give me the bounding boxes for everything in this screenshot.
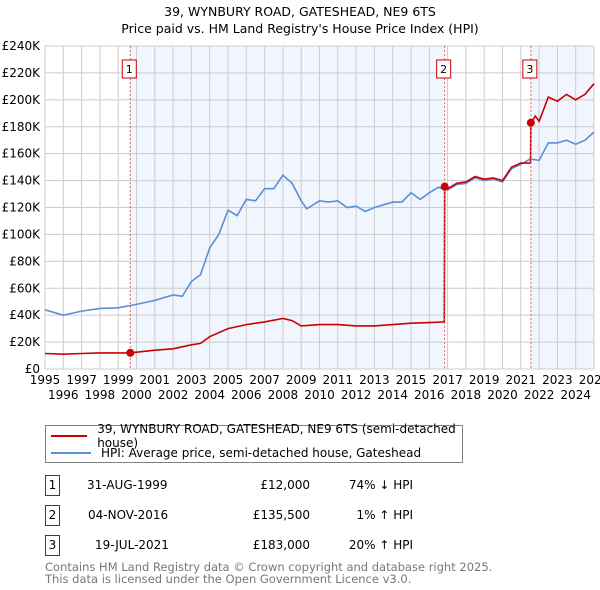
sale-date: 04-NOV-2016 [88, 508, 169, 522]
x-tick-label: 2013 [359, 373, 390, 387]
x-tick-label: 2001 [140, 373, 171, 387]
series-line [44, 83, 595, 356]
legend-label: 39, WYNBURY ROAD, GATESHEAD, NE9 6TS (se… [97, 422, 456, 450]
x-tick-label: 2012 [341, 388, 372, 402]
legend: 39, WYNBURY ROAD, GATESHEAD, NE9 6TS (se… [45, 422, 463, 463]
x-tick-label: 2004 [194, 388, 225, 402]
legend-swatch [51, 435, 88, 437]
sale-label-box [522, 59, 538, 79]
x-tick-label: 1999 [103, 373, 134, 387]
x-tick-label: 2014 [377, 388, 408, 402]
x-tick-label: 2002 [158, 388, 189, 402]
x-tick-label: 2008 [268, 388, 299, 402]
x-tick-label: 2018 [451, 388, 482, 402]
sale-number-badge: 2 [45, 505, 60, 526]
x-tick-label: 2020 [487, 388, 518, 402]
sale-date: 19-JUL-2021 [95, 538, 169, 552]
x-tick-label: 2005 [213, 373, 244, 387]
x-tick-label: 2006 [231, 388, 262, 402]
sale-date: 31-AUG-1999 [87, 478, 168, 492]
legend-label: HPI: Average price, semi-detached house,… [101, 446, 422, 460]
y-tick-label: £0 [25, 362, 40, 376]
price-chart: 39, WYNBURY ROAD, GATESHEAD, NE9 6TS Pri… [2, 4, 600, 402]
x-tick-label: 1998 [85, 388, 116, 402]
sale-point [526, 118, 535, 127]
x-tick-label: 2007 [249, 373, 280, 387]
y-tick-label: £20K [9, 335, 41, 349]
sale-hpi-diff: 20% ↑ HPI [348, 538, 413, 552]
sale-number-badge: 3 [45, 535, 60, 556]
x-tick-label: 2009 [286, 373, 317, 387]
y-tick-label: £220K [2, 66, 42, 80]
footer: Contains HM Land Registry data © Crown c… [45, 561, 492, 585]
x-tick-label: 2023 [542, 373, 573, 387]
x-tick-label: 2000 [121, 388, 152, 402]
x-tick-label: 2017 [432, 373, 463, 387]
sale-number-badge: 1 [45, 475, 60, 496]
series-line [44, 131, 595, 317]
footer-licence: This data is licensed under the Open Gov… [45, 572, 412, 586]
x-tick-label: 2003 [176, 373, 207, 387]
sale-price: £12,000 [260, 478, 310, 492]
x-tick-label: 2024 [560, 388, 591, 402]
y-tick-label: £80K [9, 254, 41, 268]
legend-swatch [51, 452, 91, 454]
y-tick-label: £40K [9, 308, 41, 322]
sale-point [440, 182, 449, 191]
chart-subtitle: Price paid vs. HM Land Registry's House … [121, 21, 478, 36]
y-tick-label: £180K [2, 120, 42, 134]
chart-title: 39, WYNBURY ROAD, GATESHEAD, NE9 6TS [164, 4, 436, 19]
sale-price: £183,000 [252, 538, 310, 552]
footer-copyright: Contains HM Land Registry data © Crown c… [45, 560, 493, 574]
sale-label: 2 [440, 63, 447, 76]
sale-hpi-diff: 74% ↓ HPI [348, 478, 413, 492]
x-tick-label: 2015 [396, 373, 427, 387]
x-tick-label: 1997 [66, 373, 97, 387]
table-row: 3 19-JUL-2021 £183,000 20% ↑ HPI [45, 535, 465, 557]
y-tick-label: £200K [2, 93, 42, 107]
table-row: 2 04-NOV-2016 £135,500 1% ↑ HPI [45, 505, 465, 527]
legend-item-hpi: HPI: Average price, semi-detached house,… [46, 445, 421, 461]
y-tick-label: £140K [2, 174, 42, 188]
sale-hpi-diff: 1% ↑ HPI [356, 508, 413, 522]
x-tick-label: 2011 [323, 373, 354, 387]
sale-price: £135,500 [252, 508, 310, 522]
x-tick-label: 2016 [414, 388, 445, 402]
x-tick-label: 2021 [506, 373, 537, 387]
legend-item-property: 39, WYNBURY ROAD, GATESHEAD, NE9 6TS (se… [46, 422, 462, 450]
y-tick-label: £240K [2, 39, 42, 53]
sale-label: 1 [126, 63, 133, 76]
sale-label-box [436, 59, 452, 79]
sale-point [126, 348, 135, 357]
y-tick-label: £120K [2, 201, 42, 215]
y-tick-label: £60K [9, 281, 41, 295]
x-tick-label: 2010 [304, 388, 335, 402]
sale-label-box [121, 59, 137, 79]
x-tick-label: 2019 [469, 373, 500, 387]
x-tick-label: 2022 [524, 388, 555, 402]
x-tick-label: 2025 [579, 373, 600, 387]
y-tick-label: £100K [2, 227, 42, 241]
sale-label: 3 [526, 63, 533, 76]
table-row: 1 31-AUG-1999 £12,000 74% ↓ HPI [45, 475, 465, 497]
y-tick-label: £160K [2, 147, 42, 161]
x-tick-label: 1996 [48, 388, 79, 402]
x-tick-label: 1995 [30, 373, 61, 387]
